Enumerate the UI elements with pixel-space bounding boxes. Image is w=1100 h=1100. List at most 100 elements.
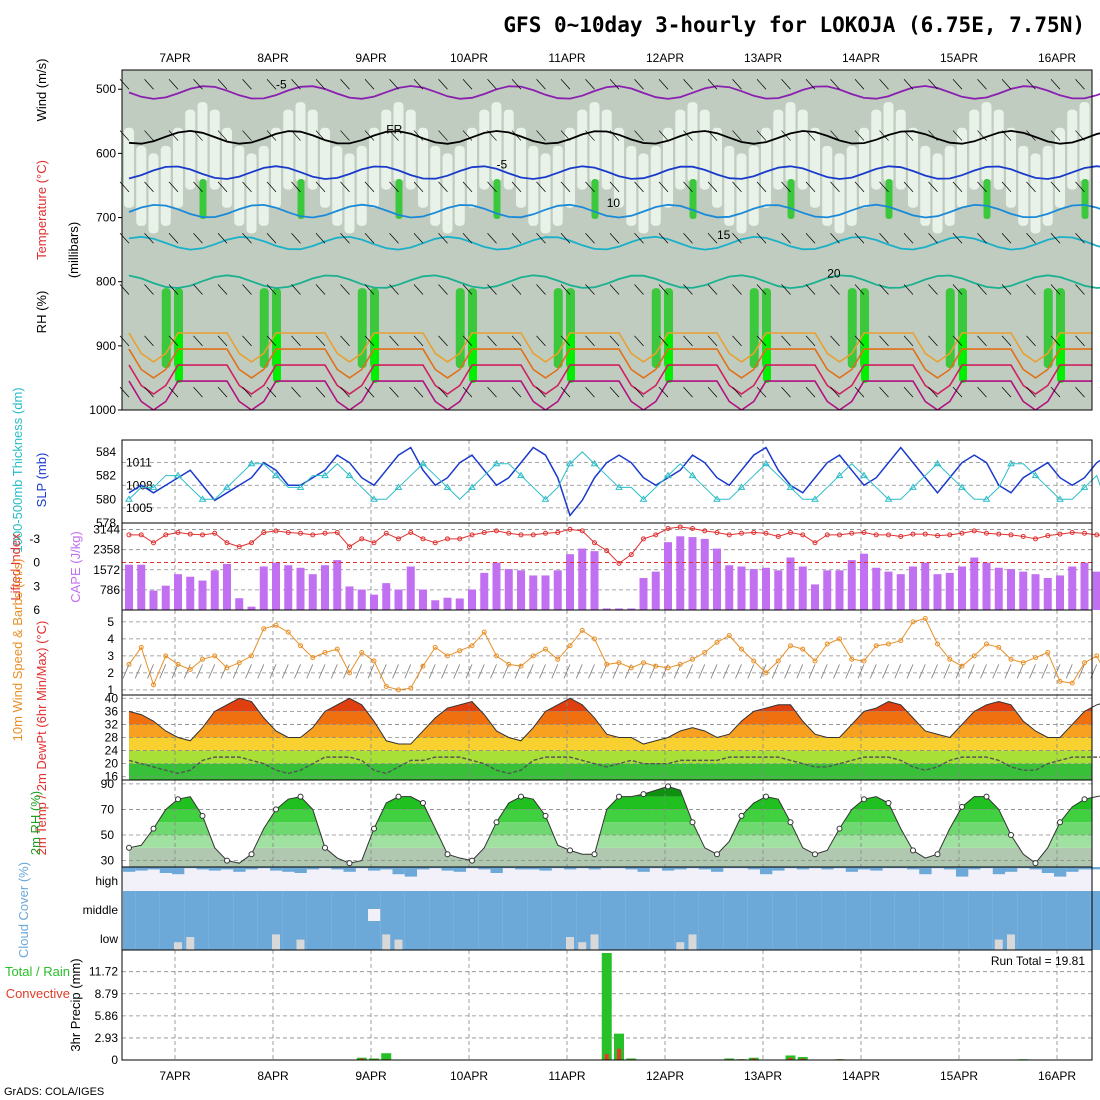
wind-speed-point: [261, 626, 267, 632]
wind-speed-point: [616, 660, 622, 666]
thickness-point: [394, 483, 403, 490]
wind-barb: [805, 79, 816, 90]
wind-barb: [511, 335, 522, 347]
wind-barb: [869, 664, 877, 679]
li-point: [408, 529, 414, 535]
credit-label: GrADS: COLA/IGES: [4, 1086, 104, 1098]
li-point: [1045, 533, 1051, 539]
rh-dry-patch: [234, 145, 245, 226]
rh-moist-patch: [689, 179, 697, 220]
date-label-top: 15APR: [940, 51, 978, 65]
date-label-bottom: 13APR: [744, 1069, 782, 1083]
cloud-bar-middle: [637, 891, 650, 921]
wind-barb: [1026, 386, 1036, 398]
cloud-bar-low: [1054, 921, 1067, 950]
isotherm-label: FR: [386, 122, 402, 136]
wind-barb: [514, 664, 522, 679]
wind-barb: [560, 386, 571, 398]
cloud-bar-middle: [392, 891, 405, 921]
wind-barb: [952, 181, 963, 193]
cape-bar: [370, 594, 378, 610]
wind-barb: [462, 79, 473, 90]
cloud-bar-high: [711, 867, 724, 872]
cloud-bar-low: [711, 921, 724, 950]
wind-barb: [634, 386, 644, 398]
cloud-bar-low: [539, 921, 552, 950]
li-point: [1082, 530, 1087, 536]
rh-dry-patch: [589, 102, 600, 183]
wind-barb: [894, 664, 902, 679]
cloud-bar-high: [380, 867, 393, 870]
wind-barb: [1026, 130, 1036, 141]
cloud-bar-low: [368, 921, 381, 950]
cloud-bar-low: [159, 921, 173, 950]
wind-tick: 5: [107, 615, 114, 629]
rh-saturated-patch: [861, 333, 869, 384]
wind-barb: [931, 664, 938, 679]
li-point: [530, 532, 536, 538]
li-point: [922, 531, 928, 537]
wind-barb: [364, 181, 375, 193]
wind-barb: [315, 232, 326, 244]
wind-barb: [413, 284, 424, 295]
wind-barb: [952, 130, 963, 141]
wind-speed-point: [273, 622, 279, 628]
upper-air-frame: [121, 69, 1093, 411]
rh-point: [665, 783, 671, 790]
rh-point: [322, 844, 328, 851]
wind-barb: [1075, 284, 1085, 295]
isotherm-line: [128, 85, 1100, 100]
wind-barb: [560, 79, 571, 90]
wind-speed-point: [604, 661, 610, 667]
li-point: [126, 532, 132, 538]
cloud-bar-low: [208, 921, 222, 950]
thickness-point: [786, 483, 795, 490]
thickness-point: [345, 471, 354, 479]
wind-speed-point: [371, 658, 377, 664]
cloud-bar-middle: [429, 891, 442, 921]
cloud-bar-high: [600, 867, 614, 869]
rh-dry-patch: [920, 145, 931, 226]
rh-point: [542, 812, 549, 819]
rh-point: [567, 847, 573, 854]
cloud-bar-middle: [184, 891, 197, 921]
wind-speed-point: [1082, 660, 1087, 666]
wind-barb: [413, 130, 424, 141]
wind-barb: [242, 130, 252, 141]
cloud-bar-high: [564, 867, 577, 870]
wind-speed-point: [383, 684, 389, 689]
cloud-bar-high: [870, 867, 883, 871]
cloud-bar-low: [894, 921, 908, 950]
wind-barb: [438, 181, 448, 193]
wind-barb: [536, 386, 546, 398]
li-point: [285, 529, 291, 535]
wind-tick: 1: [107, 683, 114, 697]
wind-barb: [1050, 181, 1061, 193]
bottom-date-axis: 7APR 8APR 9APR 10APR 11APR 12APR 13APR 14APR 15A…: [159, 1069, 1076, 1083]
rh-saturated-patch: [763, 333, 771, 384]
rh-point: [885, 800, 892, 807]
axis-label-slp: SLP (mb): [34, 453, 49, 508]
rh-point: [910, 847, 916, 854]
wind-barb: [487, 386, 497, 398]
date-label-bottom: 15APR: [940, 1069, 978, 1083]
cape-bar: [933, 574, 942, 610]
thickness-point: [884, 495, 893, 502]
cape-bar: [725, 565, 734, 610]
wind-barb: [686, 664, 693, 679]
wind-barb: [193, 181, 203, 193]
rh-point: [861, 796, 867, 803]
wind-barb: [340, 130, 350, 141]
cape-bar: [860, 553, 868, 610]
wind-barb: [536, 335, 546, 347]
cloud-bar-middle: [147, 891, 160, 921]
li-point: [347, 544, 352, 550]
cape-bar: [676, 536, 685, 610]
temp-tick: 36: [105, 704, 119, 718]
thickness-tick: 582: [96, 469, 116, 483]
wind-barb: [340, 335, 350, 347]
cloud-bar-low: [723, 921, 736, 950]
cloud-bar-low: [478, 921, 491, 950]
cloud-bar-high: [159, 867, 173, 873]
cape-bar: [504, 569, 513, 610]
